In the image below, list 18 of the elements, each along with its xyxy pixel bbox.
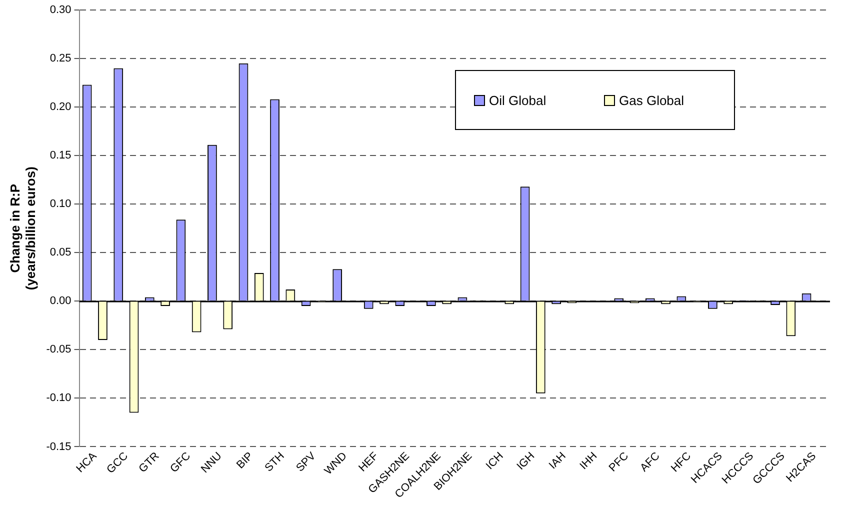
y-tick-label: 0.10 [50,198,72,210]
y-axis-title: Change in R:P (years/billion euros) [7,166,38,290]
legend-label: Gas Global [619,92,684,108]
x-tick-label: IHH [578,450,600,472]
y-tick-label: 0.15 [50,150,72,162]
y-tick-label: -0.15 [46,440,72,453]
x-tick-label: IAH [546,450,568,472]
x-tick-label: BIP [234,450,256,472]
y-tick-label: 0.30 [50,4,72,16]
y-tick-label: 0.05 [50,246,72,259]
y-tick-label: 0.25 [50,52,72,65]
y-tick-label: 0.20 [50,101,72,114]
x-tick-label: IGH [514,450,538,472]
y-tick-label: -0.05 [46,344,72,356]
y-tick-label: -0.10 [46,392,72,404]
legend-label: Oil Global [489,92,546,108]
y-tick-label: 0.00 [50,295,72,308]
x-tick-label: ICH [484,450,506,472]
